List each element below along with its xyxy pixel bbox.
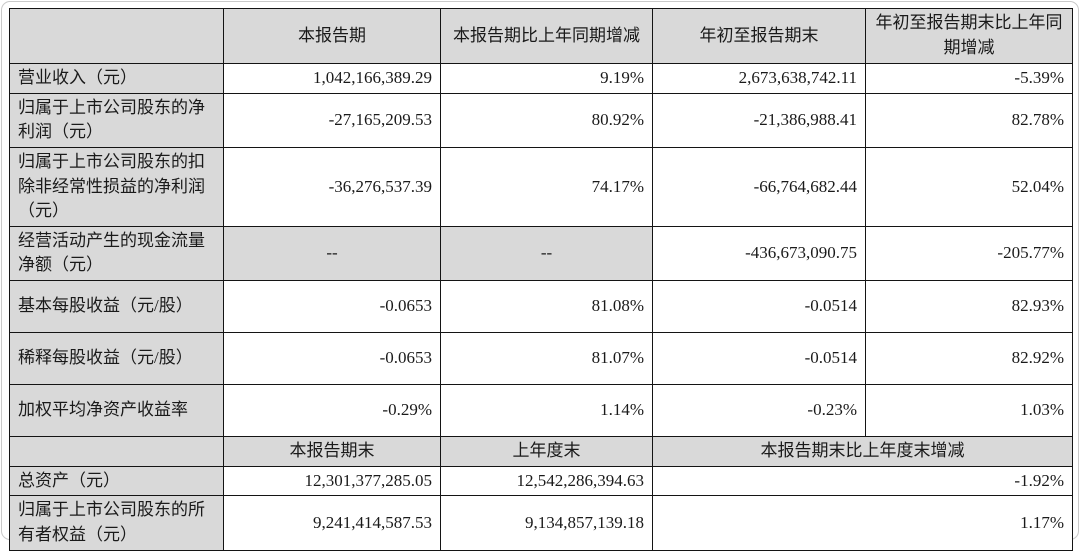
table-row-net-profit: 归属于上市公司股东的净利润（元） -27,165,209.53 80.92% -… xyxy=(9,92,1073,148)
row-label: 稀释每股收益（元/股） xyxy=(9,332,224,386)
column-header-current-period: 本报告期 xyxy=(223,8,441,64)
cell-value: 12,301,377,285.05 xyxy=(223,465,441,497)
header-corner-cell xyxy=(9,436,224,467)
cell-value: -205.77% xyxy=(865,225,1073,282)
cell-value: -0.0653 xyxy=(223,332,441,386)
cell-value: -0.29% xyxy=(223,384,441,438)
cell-value: 82.93% xyxy=(865,280,1073,334)
row-label: 经营活动产生的现金流量净额（元） xyxy=(9,225,224,282)
table-row-total-assets: 总资产（元） 12,301,377,285.05 12,542,286,394.… xyxy=(9,465,1073,497)
row-label: 归属于上市公司股东的所有者权益（元） xyxy=(9,495,224,551)
column-header-ytd: 年初至报告期末 xyxy=(652,8,866,64)
cell-value: 74.17% xyxy=(440,146,653,227)
cell-value: 9,134,857,139.18 xyxy=(440,495,653,551)
cell-value-empty: -- xyxy=(440,225,653,282)
cell-value: 9.19% xyxy=(440,63,653,94)
column-header-prior-year-end: 上年度末 xyxy=(440,436,653,467)
column-header-current-period-change: 本报告期比上年同期增减 xyxy=(440,8,653,64)
cell-value: -0.0514 xyxy=(652,280,866,334)
table-row-basic-eps: 基本每股收益（元/股） -0.0653 81.08% -0.0514 82.93… xyxy=(9,280,1073,334)
cell-value: 12,542,286,394.63 xyxy=(440,465,653,497)
cell-value: -436,673,090.75 xyxy=(652,225,866,282)
header-corner-cell xyxy=(9,8,224,64)
row-label: 基本每股收益（元/股） xyxy=(9,280,224,334)
cell-value: 81.07% xyxy=(440,332,653,386)
table-row-owners-equity: 归属于上市公司股东的所有者权益（元） 9,241,414,587.53 9,13… xyxy=(9,495,1073,551)
table-row-operating-revenue: 营业收入（元） 1,042,166,389.29 9.19% 2,673,638… xyxy=(9,63,1073,94)
row-label: 加权平均净资产收益率 xyxy=(9,384,224,438)
cell-value: -1.92% xyxy=(652,465,1073,497)
cell-value: 2,673,638,742.11 xyxy=(652,63,866,94)
cell-value: -66,764,682.44 xyxy=(652,146,866,227)
column-header-period-end-change: 本报告期末比上年度末增减 xyxy=(652,436,1073,467)
cell-value: 80.92% xyxy=(440,92,653,148)
cell-value: 1.14% xyxy=(440,384,653,438)
cell-value: -21,386,988.41 xyxy=(652,92,866,148)
row-label: 总资产（元） xyxy=(9,465,224,497)
cell-value: 1.17% xyxy=(652,495,1073,551)
table-row-net-profit-excl-nonrecurring: 归属于上市公司股东的扣除非经常性损益的净利润（元） -36,276,537.39… xyxy=(9,146,1073,227)
cell-value: -0.0514 xyxy=(652,332,866,386)
header-row-top: 本报告期 本报告期比上年同期增减 年初至报告期末 年初至报告期末比上年同期增减 xyxy=(9,8,1073,64)
cell-value: 82.92% xyxy=(865,332,1073,386)
cell-value: 82.78% xyxy=(865,92,1073,148)
cell-value: -0.0653 xyxy=(223,280,441,334)
cell-value: 52.04% xyxy=(865,146,1073,227)
row-label: 营业收入（元） xyxy=(9,63,224,94)
cell-value: -0.23% xyxy=(652,384,866,438)
row-label: 归属于上市公司股东的扣除非经常性损益的净利润（元） xyxy=(9,146,224,227)
header-row-bottom: 本报告期末 上年度末 本报告期末比上年度末增减 xyxy=(9,436,1073,467)
column-header-period-end: 本报告期末 xyxy=(223,436,441,467)
cell-value: 1,042,166,389.29 xyxy=(223,63,441,94)
cell-value-empty: -- xyxy=(223,225,441,282)
cell-value: 1.03% xyxy=(865,384,1073,438)
cell-value: -5.39% xyxy=(865,63,1073,94)
row-label: 归属于上市公司股东的净利润（元） xyxy=(9,92,224,148)
table-row-weighted-average-roe: 加权平均净资产收益率 -0.29% 1.14% -0.23% 1.03% xyxy=(9,384,1073,438)
cell-value: -27,165,209.53 xyxy=(223,92,441,148)
cell-value: -36,276,537.39 xyxy=(223,146,441,227)
cell-value: 9,241,414,587.53 xyxy=(223,495,441,551)
financial-summary-table: 本报告期 本报告期比上年同期增减 年初至报告期末 年初至报告期末比上年同期增减 … xyxy=(9,8,1073,551)
table-row-diluted-eps: 稀释每股收益（元/股） -0.0653 81.07% -0.0514 82.92… xyxy=(9,332,1073,386)
column-header-ytd-change: 年初至报告期末比上年同期增减 xyxy=(865,8,1073,64)
cell-value: 81.08% xyxy=(440,280,653,334)
table-row-operating-cash-flow: 经营活动产生的现金流量净额（元） -- -- -436,673,090.75 -… xyxy=(9,225,1073,282)
